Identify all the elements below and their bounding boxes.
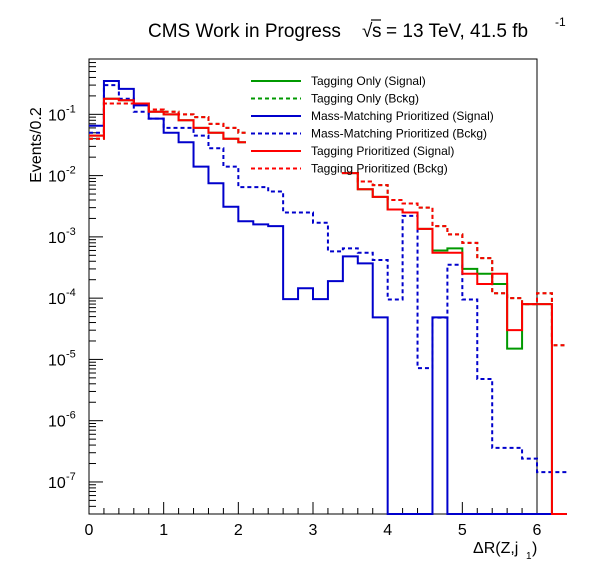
y-axis-label: Events/0.2	[28, 107, 45, 183]
x-axis-label: ΔR(Z,j	[473, 540, 518, 557]
y-tick-exponent: -2	[66, 165, 76, 177]
chart-title-sqrt: √	[362, 21, 373, 42]
x-tick-label: 3	[309, 522, 318, 539]
series-line	[89, 84, 567, 474]
chart-title-superscript: -1	[555, 15, 566, 29]
y-tick-label: 10	[48, 414, 66, 431]
legend-entry: Tagging Only (Signal)	[311, 74, 426, 88]
y-tick-exponent: -5	[66, 348, 76, 360]
x-tick-label: 0	[85, 522, 94, 539]
y-tick-exponent: -4	[66, 287, 76, 299]
y-tick-label: 10	[48, 352, 66, 369]
legend-box	[246, 68, 531, 172]
y-tick-label: 10	[48, 475, 66, 492]
y-tick-exponent: -1	[66, 103, 76, 115]
y-tick-exponent: -7	[66, 471, 76, 483]
legend-entry: Tagging Only (Bckg)	[311, 92, 419, 106]
y-tick-exponent: -3	[66, 226, 76, 238]
chart-title: CMS Work in Progress	[148, 21, 341, 42]
y-tick-exponent: -6	[66, 410, 76, 422]
chart-subtitle: = 13 TeV, 41.5 fb	[386, 21, 528, 42]
x-tick-label: 1	[159, 522, 168, 539]
x-tick-label: 4	[383, 522, 392, 539]
x-tick-label: 5	[458, 522, 467, 539]
x-axis-label-close: )	[532, 540, 537, 557]
x-axis-label-subscript: 1	[526, 551, 532, 562]
legend-entry: Mass-Matching Prioritized (Bckg)	[311, 127, 487, 141]
axis-ticks: 0 1 2 3 4 5 610-710-610-510-410-310-210-1	[48, 58, 542, 539]
y-tick-label: 10	[48, 230, 66, 247]
x-tick-label: 6	[533, 522, 542, 539]
x-tick-label: 2	[234, 522, 243, 539]
chart-title-s: s	[372, 21, 382, 42]
legend-entry: Mass-Matching Prioritized (Signal)	[311, 109, 494, 123]
legend-entry: Tagging Prioritized (Signal)	[311, 144, 454, 158]
series-line	[89, 102, 567, 347]
legend-entry: Tagging Prioritized (Bckg)	[311, 162, 448, 176]
y-tick-label: 10	[48, 291, 66, 308]
y-tick-label: 10	[48, 169, 66, 186]
y-tick-label: 10	[48, 107, 66, 124]
legend: Tagging Only (Signal) Tagging Only (Bckg)…	[246, 68, 531, 176]
